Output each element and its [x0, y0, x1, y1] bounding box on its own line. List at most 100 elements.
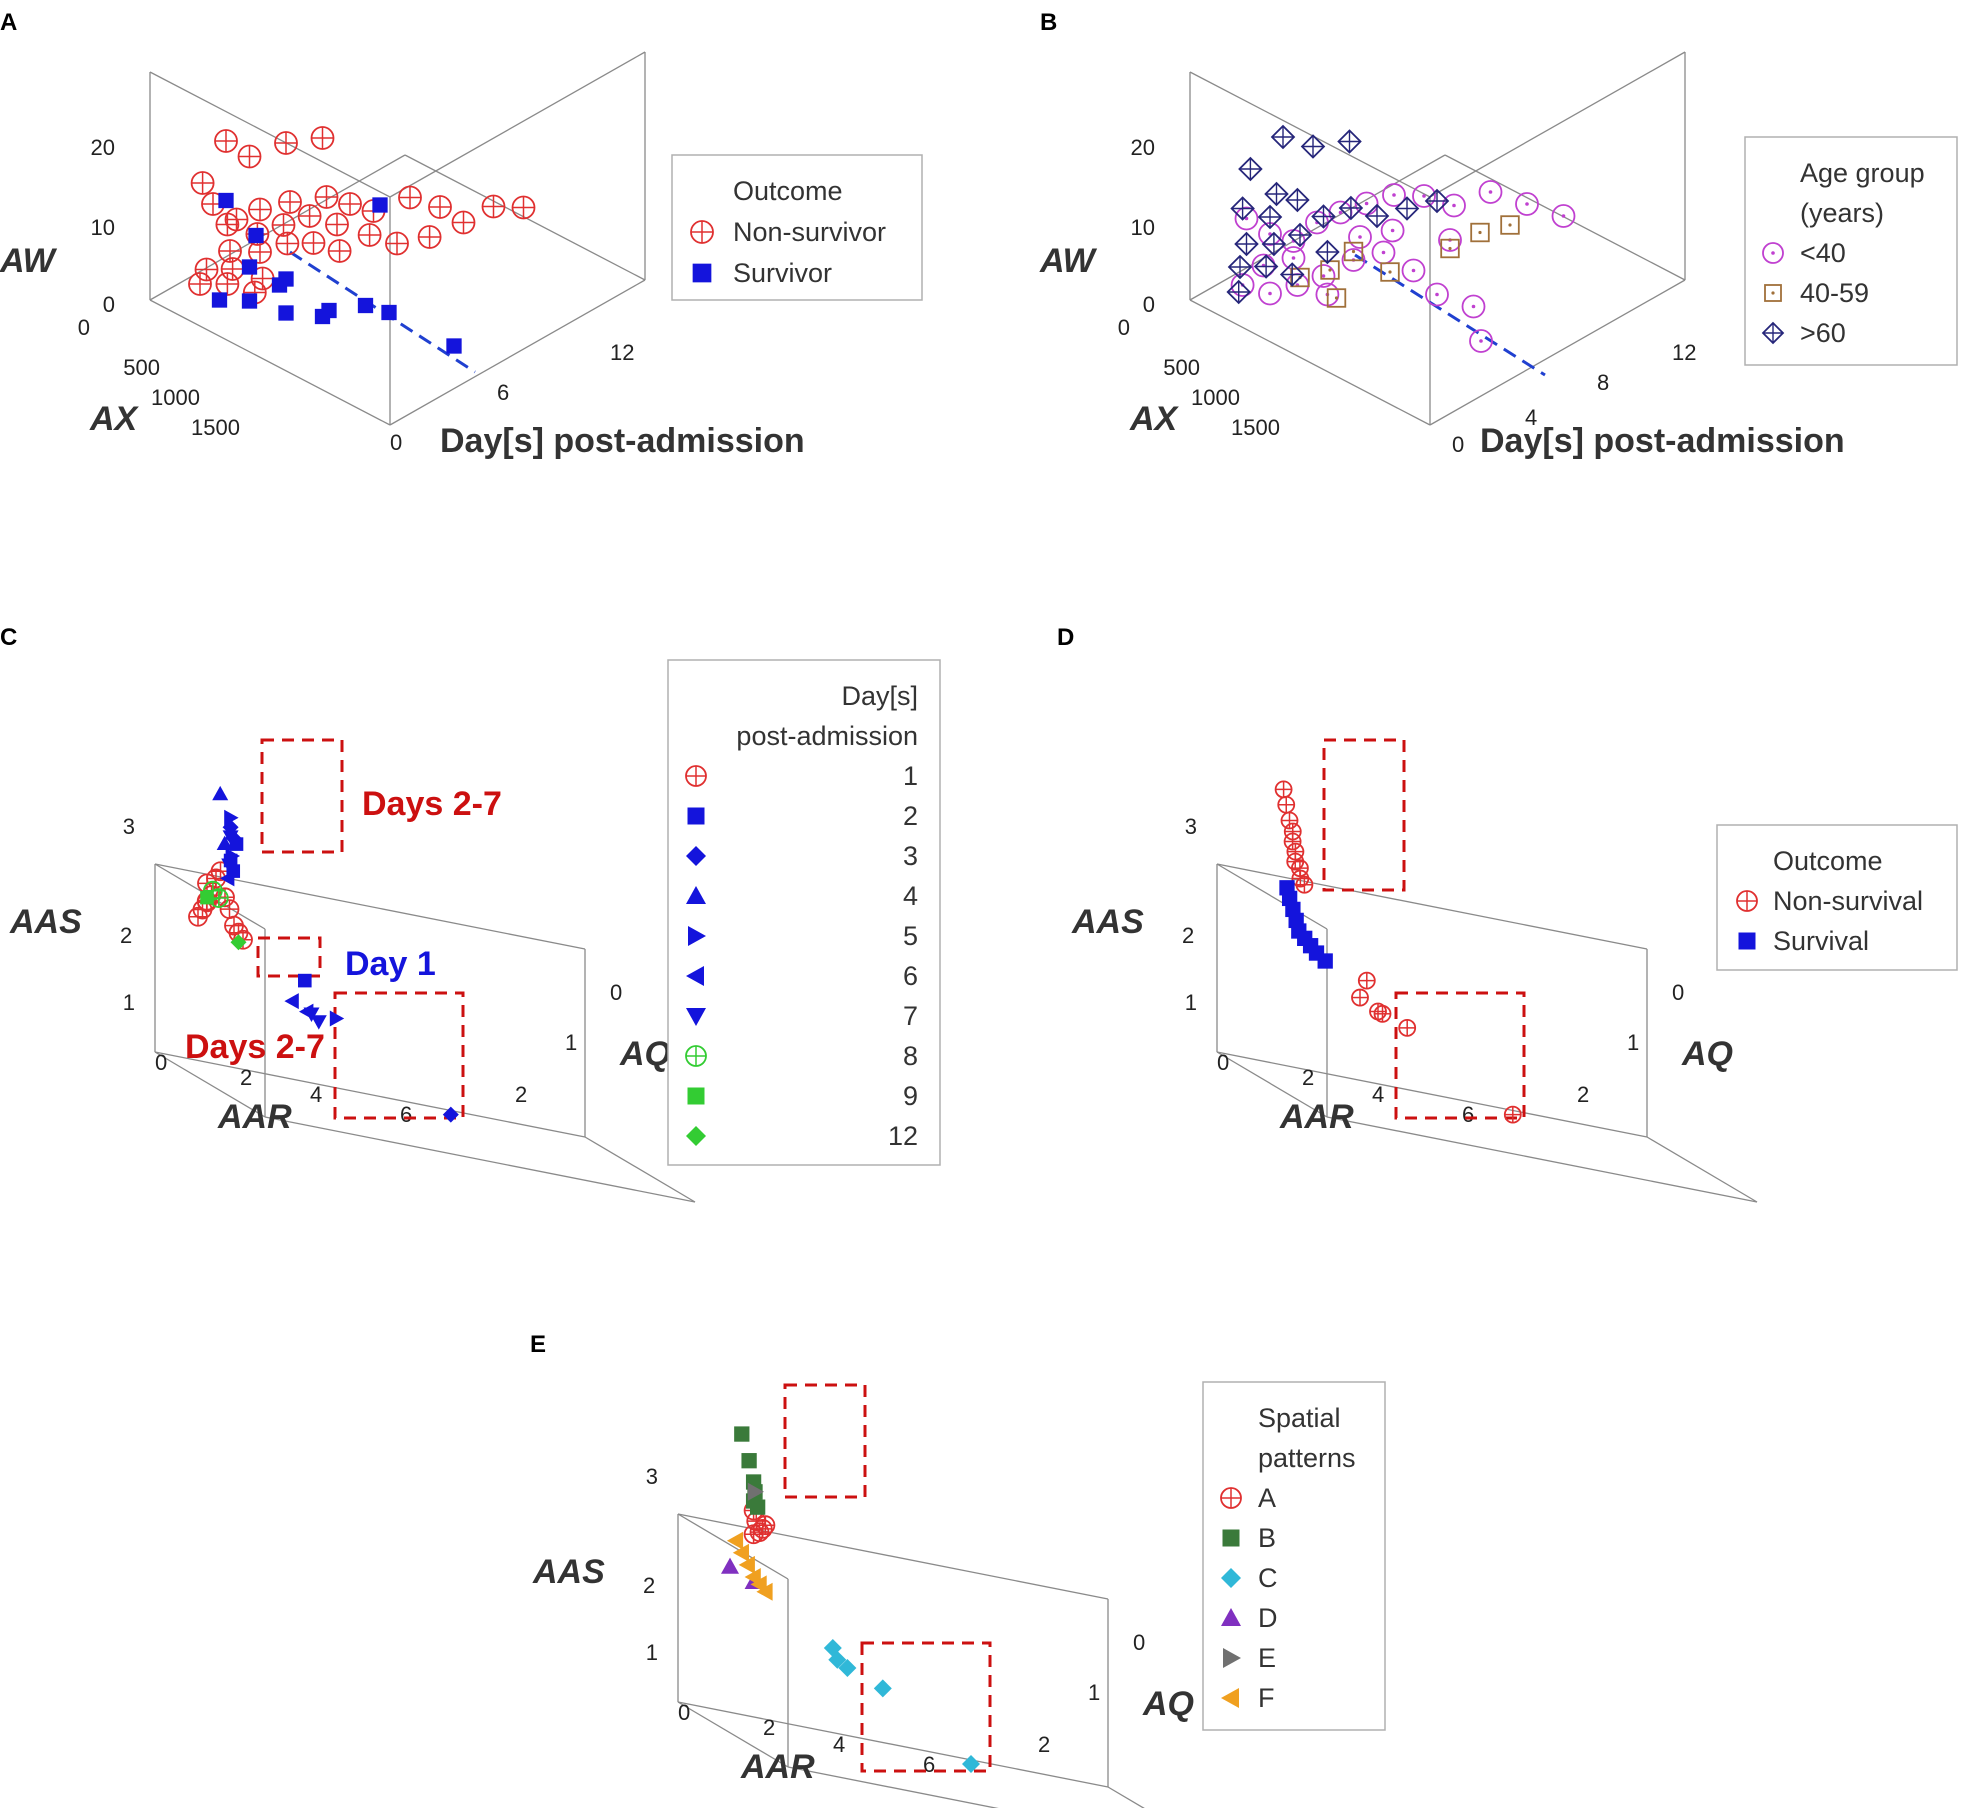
- data-point: [1234, 231, 1259, 257]
- legend-marker: [687, 1087, 705, 1105]
- data-point: [734, 1426, 750, 1442]
- marker-shape: [278, 305, 294, 321]
- marker-shape: [211, 292, 228, 308]
- marker-shape: [686, 886, 706, 904]
- legend-marker: [685, 1045, 707, 1067]
- marker-shape: [212, 785, 229, 801]
- panel-d: D 3 1 AAS 2 0 2 4 6 AAR 0 1 2 AQ Outcome Non-survival Su…: [1057, 624, 1958, 1203]
- marker-shape: [1291, 256, 1296, 260]
- box-edge: [1189, 299, 1431, 426]
- data-point: [214, 129, 238, 153]
- box-edge: [1444, 154, 1686, 281]
- data-point: [1412, 184, 1436, 208]
- tick-aas: 1: [646, 1640, 658, 1665]
- data-point: [222, 830, 239, 845]
- tick-aar: 2: [763, 1715, 775, 1740]
- marker-shape: [357, 297, 374, 314]
- tick-aq: 0: [610, 980, 622, 1005]
- data-point: [220, 257, 245, 281]
- data-point: [1442, 193, 1466, 218]
- data-point: [1264, 181, 1289, 207]
- axis-label-aq: AQ: [619, 1035, 671, 1073]
- tick-day: 12: [610, 340, 634, 365]
- marker-shape: [298, 973, 312, 988]
- box-edge: [1216, 863, 1328, 930]
- box-edge: [787, 1766, 999, 1808]
- legend-box: [667, 659, 941, 1166]
- tick-day: 8: [1597, 370, 1609, 395]
- data-point: [385, 231, 409, 256]
- marker-shape: [756, 1582, 773, 1601]
- data-point: [1380, 218, 1405, 243]
- data-point: [1425, 282, 1449, 307]
- tick-aq: 1: [1088, 1680, 1100, 1705]
- tick-aw: 10: [1131, 215, 1155, 240]
- annotation: Days 2-7: [362, 785, 502, 823]
- data-point: [732, 1543, 749, 1562]
- highlight-box: [1394, 991, 1526, 1120]
- tick-ax: 500: [1163, 355, 1200, 380]
- highlight-box: [860, 1641, 992, 1773]
- marker-shape: [692, 263, 712, 283]
- tick-ax: 1000: [151, 385, 200, 410]
- data-point: [190, 171, 215, 195]
- tick-ax: 1500: [191, 415, 240, 440]
- highlight-box: [783, 1383, 867, 1499]
- tick-aar: 4: [833, 1732, 845, 1757]
- panel-label: D: [1057, 624, 1074, 651]
- axis-label-ax: AX: [89, 400, 140, 438]
- data-point: [211, 292, 228, 308]
- data-point: [1285, 273, 1310, 297]
- marker-shape: [303, 1007, 320, 1022]
- marker-shape: [1364, 201, 1369, 206]
- data-point: [230, 934, 247, 951]
- legend-marker: [686, 1126, 706, 1146]
- legend-marker: [1764, 284, 1782, 302]
- data-point: [738, 1555, 755, 1574]
- data-point: [1398, 1018, 1417, 1037]
- marker-shape: [1425, 282, 1449, 307]
- marker-shape: [1321, 274, 1326, 278]
- data-point: [357, 297, 374, 314]
- tick-aas: 1: [1185, 990, 1197, 1015]
- tick-aas-inline: 2: [120, 923, 132, 948]
- marker-shape: [1478, 230, 1482, 235]
- data-point: [1337, 129, 1362, 154]
- marker-shape: [1251, 253, 1276, 278]
- tick-aar: 4: [1372, 1082, 1384, 1107]
- marker-shape: [222, 830, 239, 845]
- marker-shape: [241, 259, 258, 275]
- marker-shape: [1471, 304, 1476, 309]
- data-point: [1470, 222, 1490, 243]
- data-point: [446, 338, 462, 354]
- data-point: [314, 185, 339, 209]
- box-edge: [1216, 1051, 1648, 1138]
- marker-shape: [224, 809, 239, 826]
- legend-box: [671, 154, 923, 301]
- marker-shape: [1561, 214, 1566, 218]
- data-point: [398, 185, 422, 210]
- data-point: [1338, 195, 1364, 221]
- legend-marker: [686, 966, 704, 986]
- legend-label: 7: [903, 1001, 918, 1031]
- marker-shape: [1223, 1648, 1241, 1668]
- data-point: [1328, 200, 1353, 225]
- data-point: [224, 809, 239, 826]
- axis-label-aar: AAR: [740, 1748, 815, 1786]
- data-point: [194, 257, 219, 282]
- marker-shape: [1381, 250, 1386, 255]
- axis-label-aas: AAS: [1071, 903, 1144, 941]
- box-edge: [1429, 279, 1686, 426]
- data-point: [1300, 134, 1326, 159]
- data-point: [1424, 188, 1450, 214]
- marker-shape: [241, 293, 258, 309]
- marker-shape: [1326, 288, 1347, 308]
- data-point: [481, 194, 506, 219]
- data-point: [1283, 832, 1302, 851]
- tick-aar: 2: [1302, 1065, 1314, 1090]
- box-edge: [677, 1513, 789, 1580]
- legend-title: Spatial: [1258, 1403, 1341, 1433]
- data-point: [274, 131, 298, 155]
- data-point: [303, 1007, 320, 1022]
- panel-label: C: [0, 624, 17, 651]
